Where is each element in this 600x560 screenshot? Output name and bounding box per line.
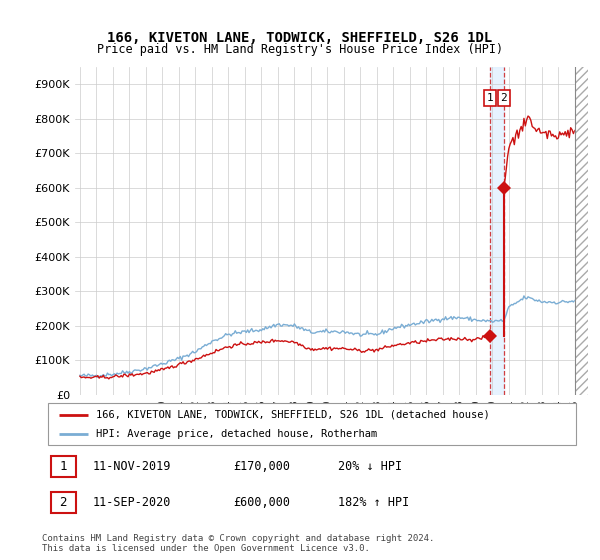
Bar <box>50 492 76 513</box>
Text: 20% ↓ HPI: 20% ↓ HPI <box>338 460 403 473</box>
Text: 166, KIVETON LANE, TODWICK, SHEFFIELD, S26 1DL (detached house): 166, KIVETON LANE, TODWICK, SHEFFIELD, S… <box>95 409 489 419</box>
Text: 2: 2 <box>500 93 507 103</box>
Bar <box>50 456 76 477</box>
Text: 166, KIVETON LANE, TODWICK, SHEFFIELD, S26 1DL: 166, KIVETON LANE, TODWICK, SHEFFIELD, S… <box>107 31 493 45</box>
Text: 1: 1 <box>487 93 494 103</box>
Bar <box>575 67 591 395</box>
Text: HPI: Average price, detached house, Rotherham: HPI: Average price, detached house, Roth… <box>95 429 377 439</box>
Bar <box>575 67 591 395</box>
Text: £170,000: £170,000 <box>233 460 290 473</box>
Text: 11-SEP-2020: 11-SEP-2020 <box>93 496 171 509</box>
Bar <box>490 67 504 395</box>
Text: 11-NOV-2019: 11-NOV-2019 <box>93 460 171 473</box>
Text: £600,000: £600,000 <box>233 496 290 509</box>
Text: 2: 2 <box>59 496 67 509</box>
Text: 1: 1 <box>59 460 67 473</box>
Text: Price paid vs. HM Land Registry's House Price Index (HPI): Price paid vs. HM Land Registry's House … <box>97 43 503 56</box>
Text: 182% ↑ HPI: 182% ↑ HPI <box>338 496 410 509</box>
Text: Contains HM Land Registry data © Crown copyright and database right 2024.
This d: Contains HM Land Registry data © Crown c… <box>42 534 434 553</box>
